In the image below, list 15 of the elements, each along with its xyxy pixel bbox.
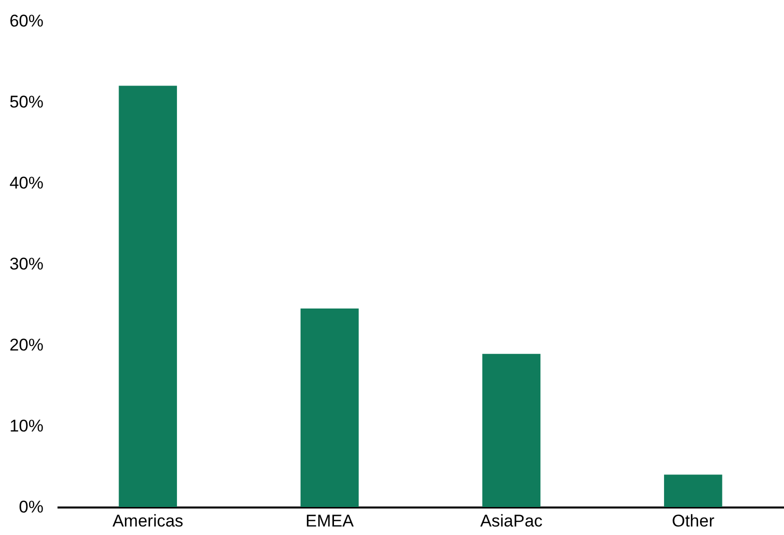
y-tick-label: 10% [9,416,44,436]
y-tick-label: 60% [9,12,44,30]
y-tick-label: 0% [18,498,44,516]
bar [300,308,359,507]
x-tick-label: EMEA [306,512,354,530]
bar [118,86,177,507]
x-tick-label: Other [672,512,715,530]
y-tick-label: 40% [9,174,44,192]
bar [482,354,540,507]
y-tick-label: 20% [9,336,44,354]
y-tick-label: 50% [9,92,44,112]
y-tick-label: 30% [9,254,44,274]
bar [664,474,722,507]
x-tick-label: Americas [112,512,184,530]
x-tick-label: AsiaPac [480,512,544,530]
